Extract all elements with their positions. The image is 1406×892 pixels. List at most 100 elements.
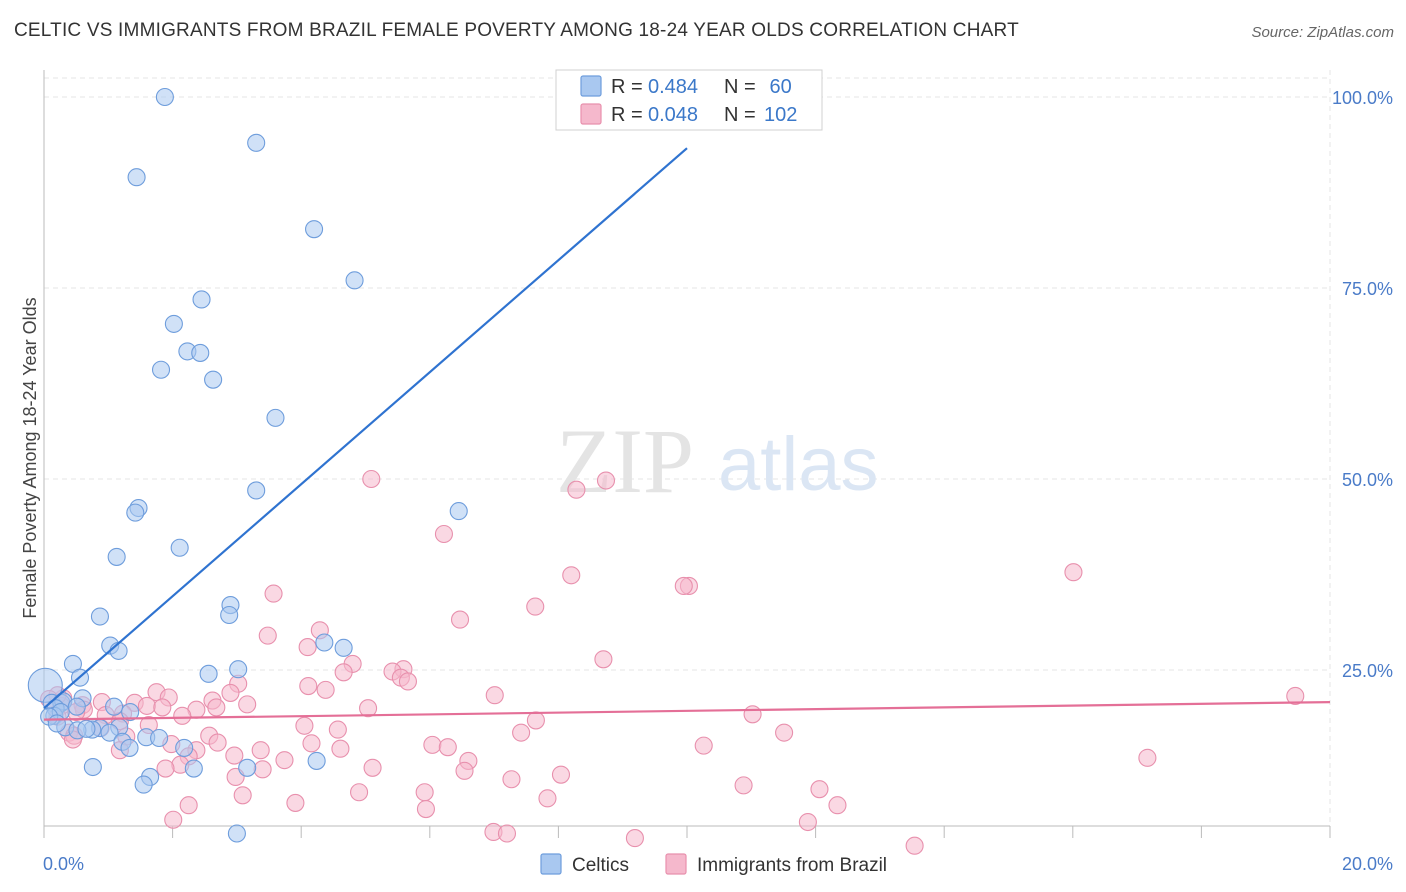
brazil-point-96 xyxy=(497,824,517,843)
brazil-point-81 xyxy=(551,765,571,784)
watermark: ZIP atlas xyxy=(556,410,879,512)
brazil-point-35 xyxy=(153,698,172,717)
celtic-point-1 xyxy=(247,133,266,152)
brazil-point-65 xyxy=(694,736,713,755)
celtic-trend-line xyxy=(43,147,688,710)
bottom-legend-swatch-celtic xyxy=(540,853,562,875)
celtic-point-27 xyxy=(199,664,218,683)
brazil-points xyxy=(40,469,1305,855)
celtic-point-55 xyxy=(184,759,203,778)
celtic-point-47 xyxy=(47,714,66,733)
brazil-point-85 xyxy=(350,783,369,802)
celtic-point-10 xyxy=(204,370,223,389)
watermark-atlas: atlas xyxy=(718,422,879,507)
legend-swatch-brazil xyxy=(580,103,602,125)
brazil-point-99 xyxy=(1286,686,1305,706)
brazil-point-4 xyxy=(1064,563,1083,582)
brazil-point-61 xyxy=(302,734,321,753)
legend-n-label-celtic: N = xyxy=(724,76,756,98)
brazil-point-84 xyxy=(810,780,829,799)
celtic-point-19 xyxy=(220,605,239,625)
legend-n-value-celtic: 60 xyxy=(764,76,792,98)
brazil-point-34 xyxy=(137,696,156,715)
celtic-point-37 xyxy=(121,702,140,722)
brazil-point-79 xyxy=(455,761,474,780)
y-axis-label: Female Poverty Among 18-24 Year Olds xyxy=(20,297,40,618)
celtic-point-11 xyxy=(266,408,285,427)
brazil-point-45 xyxy=(173,706,192,725)
celtic-point-15 xyxy=(126,503,145,522)
celtic-point-59 xyxy=(134,775,153,794)
brazil-point-92 xyxy=(416,799,435,819)
celtic-point-3 xyxy=(305,220,324,239)
celtic-point-56 xyxy=(238,758,257,777)
legend-swatch-celtic xyxy=(580,75,602,97)
bottom-legend-label-celtic: Celtics xyxy=(572,855,629,876)
y-tick-label-25: 25.0% xyxy=(1342,661,1393,681)
brazil-point-83 xyxy=(734,776,753,795)
legend-r-label-brazil: R = xyxy=(611,104,643,126)
brazil-point-91 xyxy=(828,796,847,815)
trend-layer xyxy=(43,147,1331,721)
brazil-point-12 xyxy=(258,626,277,645)
correlation-legend: R = 0.484 N = 60 R = 0.048 N = 102 xyxy=(555,69,823,131)
brazil-point-72 xyxy=(275,751,294,770)
brazil-trend-line xyxy=(43,700,1331,721)
brazil-point-20 xyxy=(398,672,417,691)
brazil-point-71 xyxy=(225,746,244,765)
brazil-point-5 xyxy=(562,566,581,585)
celtic-point-35 xyxy=(67,697,86,716)
brazil-point-14 xyxy=(594,650,613,669)
brazil-point-36 xyxy=(207,698,226,717)
celtic-point-20 xyxy=(90,607,109,626)
brazil-point-88 xyxy=(538,789,557,808)
brazil-point-37 xyxy=(238,695,257,714)
brazil-point-23 xyxy=(316,680,335,699)
brazil-point-9 xyxy=(526,597,545,616)
brazil-point-13 xyxy=(298,638,317,657)
brazil-point-87 xyxy=(233,786,252,805)
brazil-point-7 xyxy=(674,576,693,596)
chart-source: Source: ZipAtlas.com xyxy=(1251,24,1394,41)
brazil-point-60 xyxy=(423,735,442,754)
brazil-point-78 xyxy=(156,759,175,778)
celtic-point-6 xyxy=(164,314,183,333)
celtic-point-13 xyxy=(449,502,468,521)
brazil-point-0 xyxy=(362,469,381,489)
brazil-point-98 xyxy=(905,836,924,855)
celtic-point-4 xyxy=(345,271,364,290)
brazil-point-2 xyxy=(567,480,586,499)
legend-r-value-brazil: 0.048 xyxy=(648,104,698,126)
celtic-point-54 xyxy=(83,757,102,777)
y-tick-label-75: 75.0% xyxy=(1342,279,1393,299)
celtic-point-57 xyxy=(307,751,326,770)
celtic-point-2 xyxy=(127,168,146,187)
celtic-point-5 xyxy=(192,290,211,309)
brazil-point-86 xyxy=(415,783,434,802)
brazil-point-64 xyxy=(251,741,270,760)
brazil-point-69 xyxy=(438,738,457,757)
bottom-legend-swatch-brazil xyxy=(665,853,687,875)
celtic-point-45 xyxy=(100,723,119,742)
brazil-point-90 xyxy=(286,793,305,812)
brazil-point-68 xyxy=(331,739,350,758)
x-tick-label-max: 20.0% xyxy=(1342,854,1393,874)
bottom-legend-label-brazil: Immigrants from Brazil xyxy=(697,855,887,876)
celtic-point-52 xyxy=(175,738,194,757)
legend-r-label-celtic: R = xyxy=(611,76,643,98)
brazil-point-18 xyxy=(334,663,353,682)
legend-n-value-brazil: 102 xyxy=(764,104,797,126)
legend-r-value-celtic: 0.484 xyxy=(648,76,698,98)
brazil-point-82 xyxy=(502,770,521,789)
celtic-point-8 xyxy=(191,343,210,362)
brazil-point-50 xyxy=(295,716,314,735)
brazil-point-52 xyxy=(328,720,347,739)
x-tick-label-min: 0.0% xyxy=(43,854,84,874)
brazil-point-1 xyxy=(596,471,616,490)
brazil-point-25 xyxy=(221,683,240,702)
brazil-point-63 xyxy=(208,733,227,752)
x-tick-labels: 0.0% 20.0% xyxy=(43,854,1393,874)
brazil-point-8 xyxy=(264,584,283,603)
brazil-point-38 xyxy=(359,699,378,718)
